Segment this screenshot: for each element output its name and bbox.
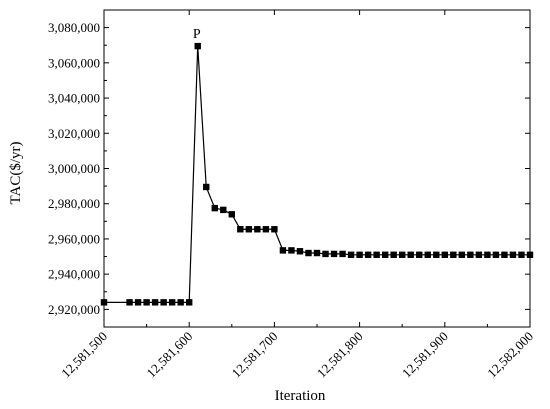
- data-point: [441, 251, 448, 258]
- series-line: [104, 46, 530, 303]
- y-tick-label: 2,960,000: [48, 231, 100, 246]
- data-point: [399, 251, 406, 258]
- y-tick-label: 3,040,000: [48, 91, 100, 106]
- data-point: [501, 251, 508, 258]
- data-point: [245, 226, 253, 233]
- data-point: [518, 251, 525, 258]
- x-tick-label: 12,581,800: [314, 329, 366, 381]
- data-point: [160, 299, 167, 306]
- axes: 12,581,500 12,581,600 12,581,700 12,581,800…: [48, 10, 536, 380]
- x-tick-label: 12,582,000: [484, 329, 536, 381]
- data-point: [356, 251, 363, 258]
- data-point: [492, 251, 500, 258]
- data-point: [458, 251, 466, 258]
- x-tick-label: 12,581,600: [143, 329, 195, 381]
- data-point: [424, 251, 431, 258]
- data-point: [364, 251, 372, 258]
- data-point: [254, 226, 261, 233]
- data-point: [373, 251, 380, 258]
- data-point: [450, 251, 457, 258]
- data-point: [177, 299, 184, 306]
- x-axis-title: Iteration: [275, 388, 326, 404]
- annotation-label: P: [193, 27, 201, 42]
- data-point: [526, 251, 534, 258]
- data-point: [134, 299, 142, 306]
- data-point: [390, 251, 397, 258]
- data-point: [347, 251, 355, 258]
- data-point: [203, 183, 210, 191]
- series-line-group: [100, 42, 534, 306]
- plot-area: [103, 9, 531, 328]
- data-point: [416, 251, 423, 258]
- x-tick-label: 12,581,900: [399, 329, 451, 381]
- data-point: [211, 204, 218, 212]
- data-point: [381, 251, 389, 258]
- y-tick-label: 3,080,000: [48, 20, 100, 35]
- y-tick-label: 2,940,000: [48, 267, 100, 282]
- y-tick-label: 3,060,000: [48, 55, 100, 70]
- data-point: [407, 251, 414, 258]
- data-point: [305, 249, 312, 257]
- data-point: [339, 250, 346, 258]
- data-point: [168, 299, 176, 306]
- data-point: [296, 248, 304, 255]
- data-point: [186, 299, 193, 306]
- data-point: [220, 206, 227, 214]
- data-point: [237, 226, 244, 233]
- y-tick-label: 2,920,000: [48, 302, 100, 317]
- data-point: [475, 251, 483, 258]
- data-point: [151, 299, 159, 306]
- data-point: [194, 42, 201, 50]
- y-tick-label: 2,980,000: [48, 196, 100, 211]
- plot-frame: [103, 9, 531, 328]
- data-point: [271, 226, 278, 233]
- data-point: [322, 250, 329, 258]
- data-point: [100, 299, 108, 306]
- x-tick-label: 12,581,700: [229, 329, 281, 381]
- y-tick-label: 3,000,000: [48, 161, 100, 176]
- data-point: [288, 247, 295, 254]
- data-point: [228, 211, 235, 218]
- x-tick-label: 12,581,500: [58, 329, 110, 381]
- data-point: [484, 251, 491, 258]
- data-point: [126, 299, 133, 306]
- data-point: [467, 251, 474, 258]
- y-tick-label: 3,020,000: [48, 126, 100, 141]
- data-point: [279, 247, 287, 254]
- data-point: [143, 299, 150, 306]
- data-point: [330, 250, 338, 258]
- data-point: [262, 226, 270, 233]
- y-axis-title: TAC($/yr): [8, 142, 24, 205]
- data-point: [433, 251, 440, 258]
- data-point: [313, 249, 321, 257]
- data-point: [509, 251, 517, 258]
